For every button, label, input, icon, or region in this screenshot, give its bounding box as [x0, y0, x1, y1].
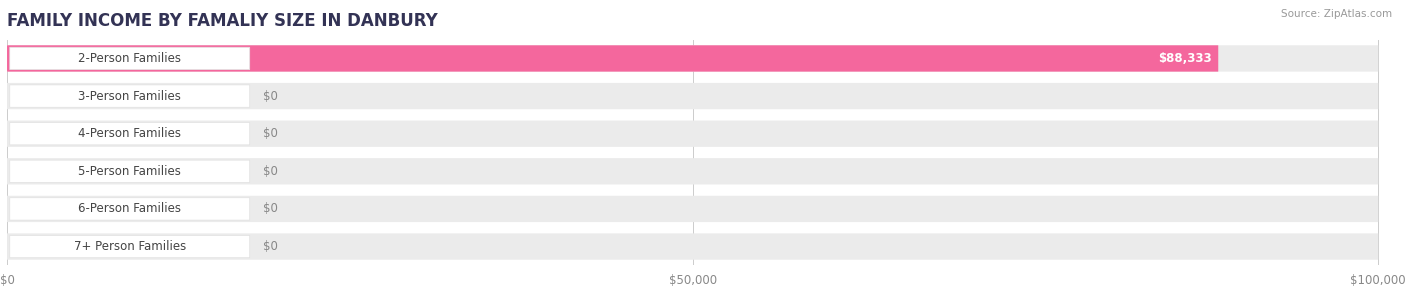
- FancyBboxPatch shape: [7, 158, 1378, 185]
- Text: $0: $0: [263, 165, 278, 178]
- Text: 3-Person Families: 3-Person Families: [79, 90, 181, 102]
- FancyBboxPatch shape: [10, 160, 250, 182]
- Text: $0: $0: [263, 90, 278, 102]
- FancyBboxPatch shape: [7, 196, 1378, 222]
- FancyBboxPatch shape: [7, 120, 1378, 147]
- FancyBboxPatch shape: [10, 47, 250, 70]
- FancyBboxPatch shape: [7, 83, 1378, 109]
- Text: $0: $0: [263, 203, 278, 215]
- Text: $88,333: $88,333: [1157, 52, 1212, 65]
- FancyBboxPatch shape: [7, 45, 1218, 72]
- Text: Source: ZipAtlas.com: Source: ZipAtlas.com: [1281, 9, 1392, 19]
- Text: 2-Person Families: 2-Person Families: [79, 52, 181, 65]
- Text: 7+ Person Families: 7+ Person Families: [73, 240, 186, 253]
- FancyBboxPatch shape: [10, 85, 250, 107]
- FancyBboxPatch shape: [10, 198, 250, 220]
- Text: $0: $0: [263, 127, 278, 140]
- Text: FAMILY INCOME BY FAMALIY SIZE IN DANBURY: FAMILY INCOME BY FAMALIY SIZE IN DANBURY: [7, 12, 437, 30]
- Text: 6-Person Families: 6-Person Families: [79, 203, 181, 215]
- Text: 5-Person Families: 5-Person Families: [79, 165, 181, 178]
- FancyBboxPatch shape: [10, 235, 250, 258]
- Text: 4-Person Families: 4-Person Families: [79, 127, 181, 140]
- FancyBboxPatch shape: [7, 233, 1378, 260]
- FancyBboxPatch shape: [10, 123, 250, 145]
- FancyBboxPatch shape: [7, 45, 1378, 72]
- Text: $0: $0: [263, 240, 278, 253]
